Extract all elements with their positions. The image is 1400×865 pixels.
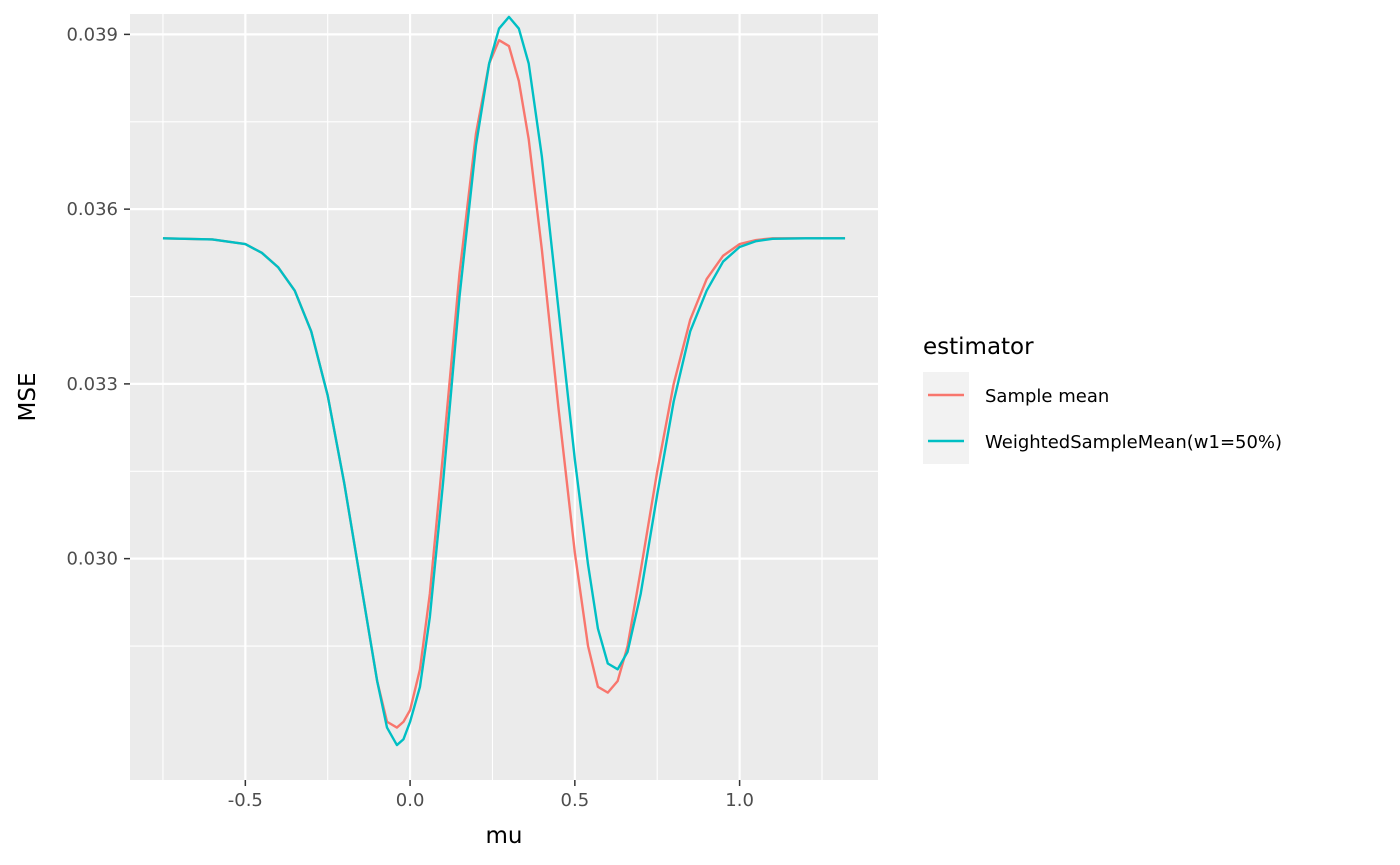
y-axis: 0.030 0.033 0.036 0.039 xyxy=(66,24,130,570)
y-tick-label: 0.030 xyxy=(66,549,118,570)
x-tick-label: 0.5 xyxy=(561,790,590,811)
legend-label: Sample mean xyxy=(985,386,1109,407)
major-gridlines xyxy=(130,14,878,780)
minor-gridlines xyxy=(130,14,878,780)
legend-label: WeightedSampleMean(w1=50%) xyxy=(985,432,1282,453)
series-lines xyxy=(162,15,846,747)
y-tick-label: 0.036 xyxy=(66,199,118,220)
plot-panel xyxy=(130,14,878,780)
x-axis-title: mu xyxy=(486,823,523,849)
legend: estimator Sample mean WeightedSampleMean(… xyxy=(923,334,1282,464)
legend-items: Sample mean WeightedSampleMean(w1=50%) xyxy=(923,372,1282,464)
legend-title: estimator xyxy=(923,334,1034,360)
x-tick-label: 0.0 xyxy=(396,790,425,811)
x-tick-label: 1.0 xyxy=(725,790,754,811)
x-axis: -0.5 0.0 0.5 1.0 xyxy=(228,780,754,811)
y-axis-title: MSE xyxy=(15,373,41,422)
x-tick-label: -0.5 xyxy=(228,790,263,811)
y-tick-label: 0.039 xyxy=(66,24,118,45)
y-tick-label: 0.033 xyxy=(66,374,118,395)
series-line-2 xyxy=(162,15,846,747)
